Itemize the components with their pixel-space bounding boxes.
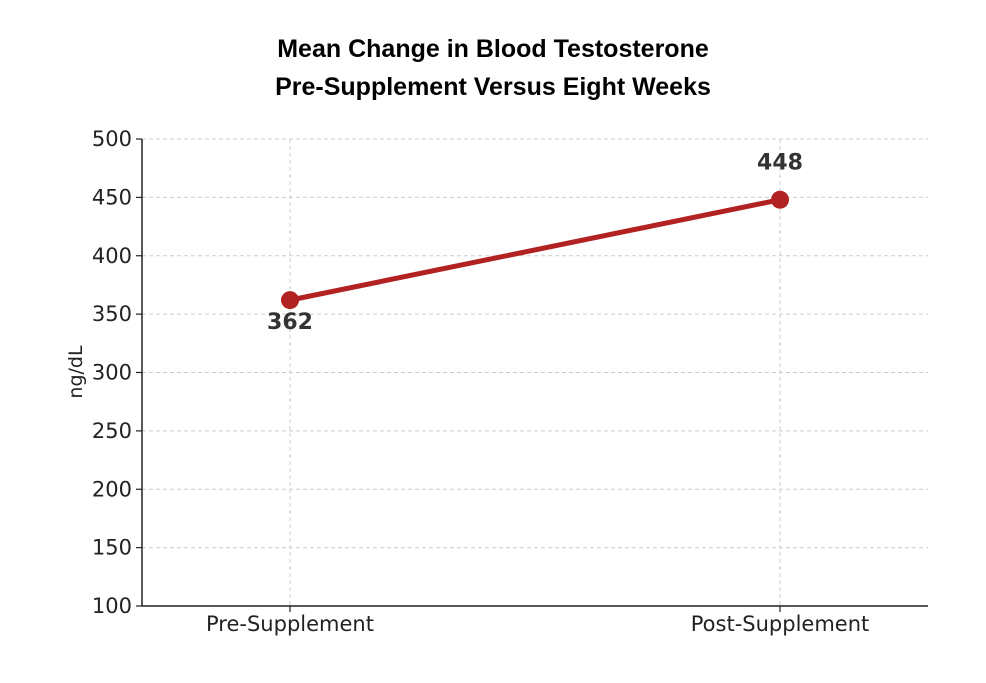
y-tick-label: 450	[92, 185, 132, 209]
data-label: 448	[757, 151, 803, 176]
y-tick-label: 150	[92, 536, 132, 560]
data-point	[771, 190, 789, 209]
y-axis-label: ng/dL	[65, 345, 87, 399]
data-point	[281, 291, 299, 310]
grid	[142, 138, 928, 607]
y-tick-label: 250	[92, 419, 132, 443]
chart-title: Mean Change in Blood Testosterone Pre-Su…	[275, 35, 711, 101]
chart-title-line-2: Pre-Supplement Versus Eight Weeks	[275, 73, 711, 101]
data-label: 362	[267, 310, 313, 335]
y-tick-label: 500	[92, 127, 132, 151]
y-tick-label: 200	[92, 477, 132, 501]
y-tick-label: 400	[92, 244, 132, 268]
chart-title-line-1: Mean Change in Blood Testosterone	[277, 35, 709, 63]
series: 362 448	[267, 151, 803, 335]
x-tick-label: Pre-Supplement	[206, 612, 374, 636]
y-tick-label: 300	[92, 361, 132, 385]
tick-labels: 100 150 200 250 300 350 400 450 500 Pre-Supplemen…	[92, 127, 869, 636]
x-tick-label: Post-Supplement	[691, 612, 870, 636]
y-tick-label: 100	[92, 594, 132, 618]
y-tick-label: 350	[92, 302, 132, 326]
series-line	[287, 197, 783, 303]
